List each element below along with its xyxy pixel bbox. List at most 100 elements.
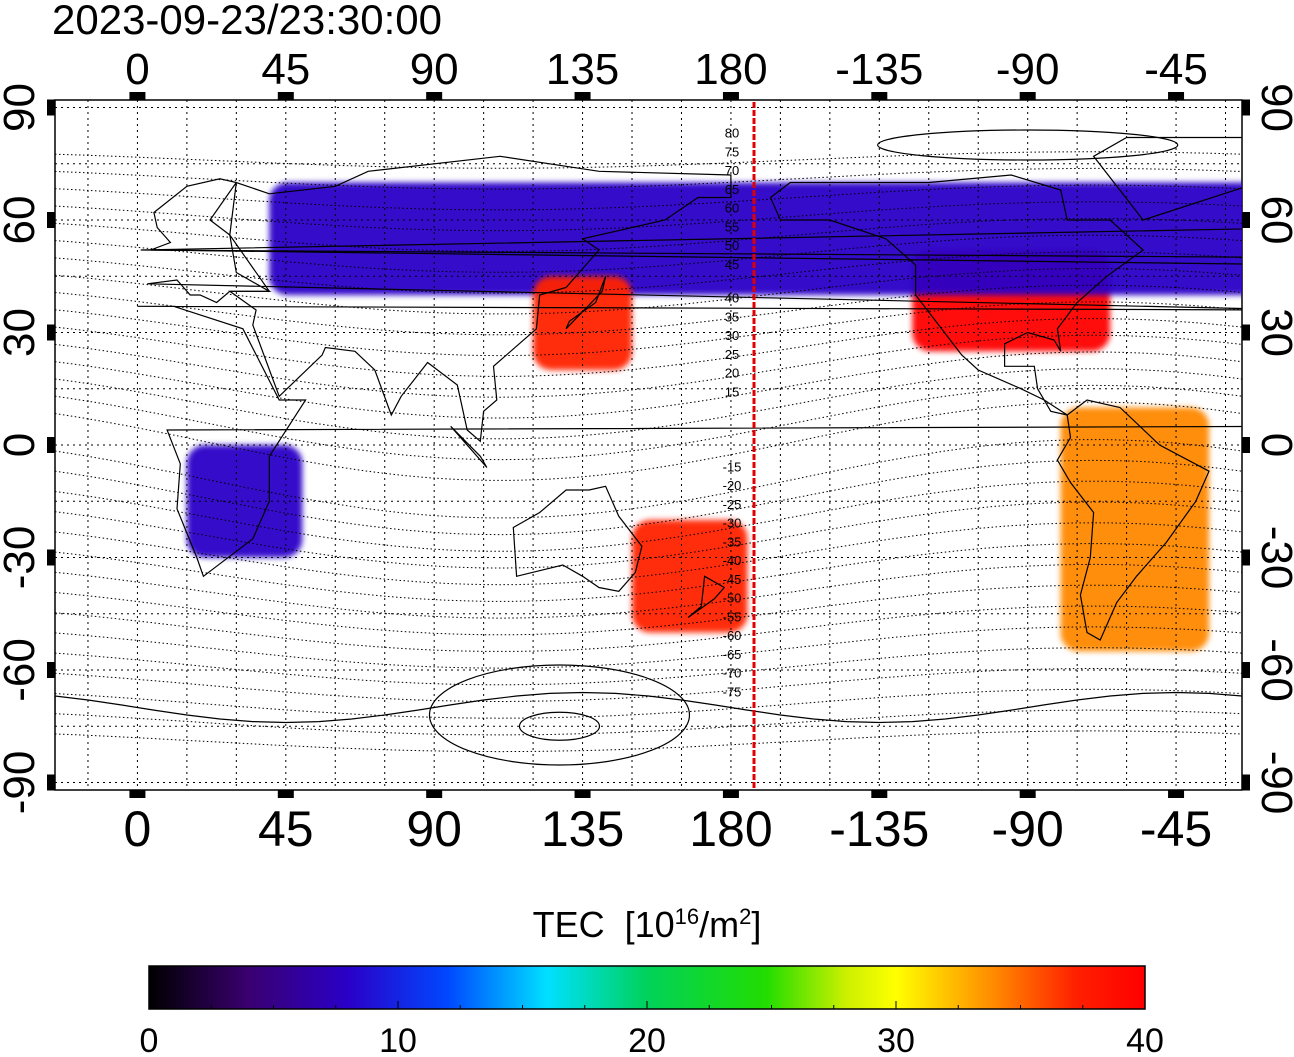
contour-south-inner — [518, 711, 601, 741]
bottom-tick-bar — [426, 790, 443, 798]
contour-south-outer — [428, 664, 691, 766]
colorbar-tick-label: 30 — [877, 1022, 915, 1057]
bottom-tick-bar — [1168, 790, 1185, 798]
mag-lat-label: 55 — [725, 219, 739, 234]
magnetic-contour — [55, 605, 1242, 652]
mag-lat-label: -65 — [723, 647, 742, 662]
mag-lat-label: 75 — [725, 144, 739, 159]
left-lat-label: -60 — [0, 638, 44, 702]
left-lat-label: -30 — [0, 526, 44, 590]
bottom-tick-bar — [277, 790, 294, 798]
mag-lat-label: 15 — [725, 384, 739, 399]
left-tick-bar — [47, 774, 55, 791]
magnetic-contour — [55, 301, 1242, 357]
left-tick-bar — [47, 437, 55, 453]
mag-lat-label: -45 — [723, 572, 742, 587]
right-lat-label: 0 — [1252, 433, 1294, 457]
mag-lat-label: 20 — [725, 366, 739, 381]
magnetic-contour — [55, 351, 1242, 419]
coastline-new-zealand — [687, 575, 726, 618]
bottom-tick-bar — [722, 790, 739, 798]
tec-region — [186, 445, 303, 558]
top-tick-bar — [871, 92, 888, 100]
mag-lat-label: -60 — [723, 628, 742, 643]
colorbar-title: TEC [1016/m2] — [532, 904, 762, 945]
top-lon-label: -135 — [835, 45, 923, 94]
left-tick-bar — [47, 212, 55, 228]
coastline-europe — [147, 178, 1242, 310]
magnetic-contour — [55, 543, 1242, 602]
colorbar-tick-label: 20 — [628, 1022, 666, 1057]
magnetic-contour — [55, 459, 1242, 536]
timestamp-title: 2023-09-23/23:30:00 — [52, 0, 442, 43]
bottom-lon-label: 0 — [124, 801, 152, 857]
mag-lat-label: 45 — [725, 257, 739, 272]
colorbar-ticks: 0 10 20 30 40 — [140, 1001, 1164, 1057]
mag-lat-label: -20 — [723, 478, 742, 493]
mag-lat-label: -25 — [723, 497, 742, 512]
top-tick-bar — [1168, 92, 1185, 100]
tec-region — [1060, 407, 1210, 652]
magnetic-contour — [55, 268, 1242, 315]
top-lon-label: 45 — [261, 45, 310, 94]
coastline-antarctica — [55, 691, 1242, 724]
coastline-africa — [137, 305, 1242, 578]
magnetic-contour — [55, 480, 1242, 552]
mag-lat-label: -70 — [723, 666, 742, 681]
left-lat-label: 90 — [0, 83, 44, 132]
mag-lat-label: 60 — [725, 201, 739, 216]
top-lon-label: 90 — [410, 45, 459, 94]
magnetic-contour — [55, 501, 1242, 569]
left-tick-bar — [47, 549, 55, 566]
bottom-lon-label: -45 — [1140, 801, 1212, 857]
magnetic-contour — [55, 563, 1242, 619]
bottom-tick-bar — [1019, 790, 1036, 798]
magnetic-contour — [55, 439, 1242, 519]
magnetic-contour — [55, 318, 1242, 377]
colorbar-tick-label: 40 — [1126, 1022, 1164, 1057]
magnetic-latitude-contours — [55, 129, 1242, 766]
top-tick-bar — [574, 92, 591, 100]
coastline-sumatra — [450, 425, 488, 468]
right-tick-bar — [1242, 662, 1250, 678]
mag-lat-label: -15 — [723, 459, 742, 474]
bottom-lon-label: 45 — [258, 801, 314, 857]
right-tick-bar — [1242, 99, 1250, 116]
coastline-greenland — [1092, 136, 1242, 221]
right-lat-label: 60 — [1252, 196, 1294, 245]
mag-lat-label: -35 — [723, 534, 742, 549]
magnetic-contour — [55, 384, 1242, 461]
magnetic-contour — [55, 284, 1242, 336]
bottom-tick-bar — [574, 790, 591, 798]
contour-north-oval — [877, 129, 1179, 161]
bottom-lon-label: 90 — [406, 801, 462, 857]
axis-tick-bars — [47, 92, 1250, 798]
top-tick-bar — [722, 92, 739, 100]
mag-lat-label: 70 — [725, 163, 739, 178]
magnetic-contour — [55, 626, 1242, 669]
mag-lat-label: 65 — [725, 182, 739, 197]
right-lat-label: 30 — [1252, 308, 1294, 357]
coastline-asia — [227, 155, 732, 443]
left-tick-bar — [47, 99, 55, 116]
bottom-lon-label: 180 — [689, 801, 772, 857]
mag-lat-label: 50 — [725, 238, 739, 253]
bottom-lon-label: -135 — [829, 801, 929, 857]
right-lat-label: 90 — [1252, 83, 1294, 132]
mag-lat-label: 40 — [725, 291, 739, 306]
coastlines — [55, 136, 1242, 724]
left-lat-label: 30 — [0, 308, 44, 357]
coastline-japan — [565, 276, 607, 330]
right-tick-bar — [1242, 774, 1250, 791]
left-lat-label: -90 — [0, 751, 44, 815]
mag-lat-label: -75 — [723, 684, 742, 699]
magnetic-contour — [55, 368, 1242, 440]
mag-lat-label: -40 — [723, 553, 742, 568]
top-tick-bar — [426, 92, 443, 100]
coastline-britain — [140, 228, 1242, 258]
magnetic-contour — [55, 334, 1242, 398]
right-lat-label: -60 — [1252, 638, 1294, 702]
top-lon-label: 180 — [694, 45, 767, 94]
bottom-tick-bar — [129, 790, 146, 798]
